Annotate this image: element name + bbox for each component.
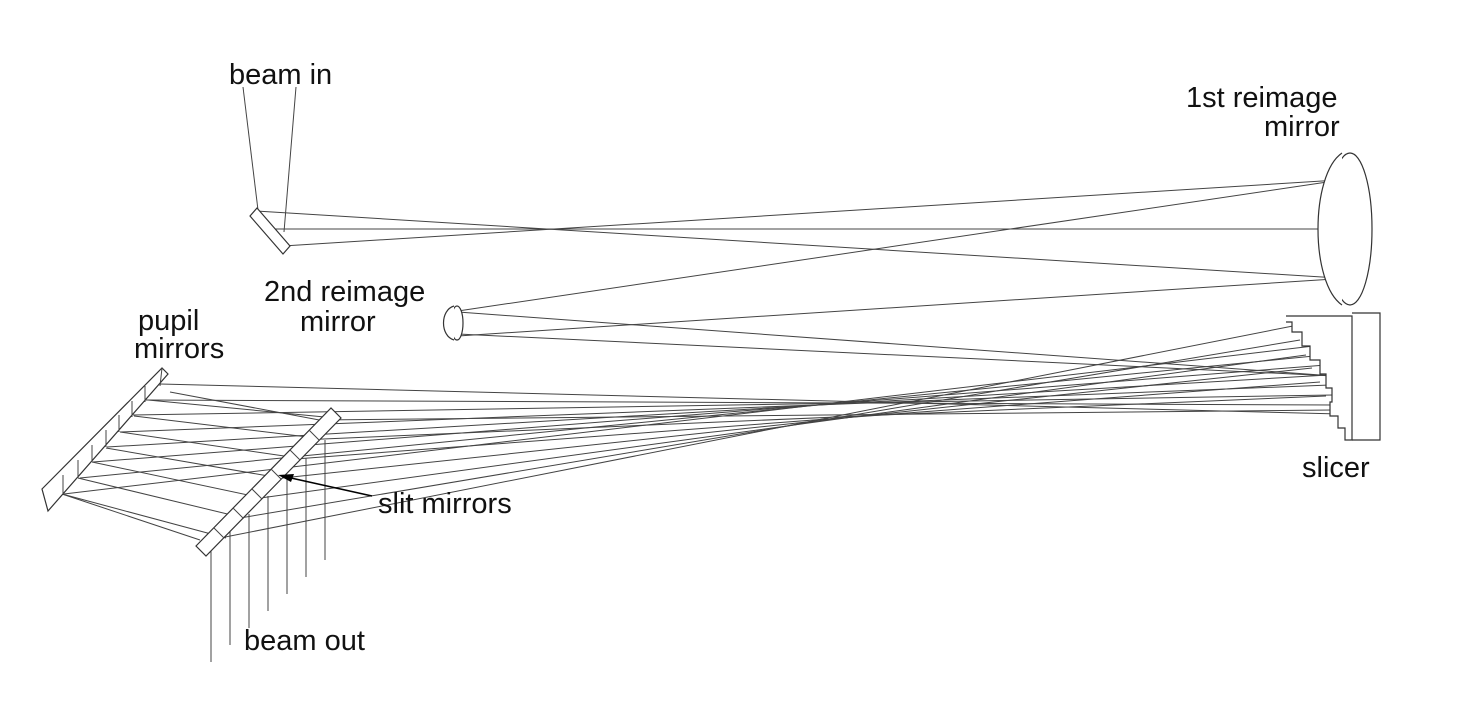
slit-to-pupil-ray-1: [147, 399, 336, 419]
slit-to-pupil-ray-3: [119, 431, 299, 459]
beam-in-ray-left: [242, 86, 259, 211]
first-reimage-mirror: [1317, 152, 1373, 306]
m1-to-m2-ray-2: [457, 278, 1335, 337]
pupil-to-slicer-ray-7: [79, 354, 1325, 479]
slicer-to-slit-ray-1: [209, 324, 1299, 541]
label-slit-mirrors: slit mirrors: [378, 488, 512, 520]
pupil-to-slicer-ray-6: [92, 364, 1327, 463]
m2-to-slicer-ray-2: [457, 333, 1335, 377]
slit-mirrors-arrowhead: [278, 474, 294, 482]
label-pupil-line2: mirrors: [134, 333, 224, 365]
slicer-to-slit-ray-7: [317, 409, 1333, 421]
label-beam-in: beam in: [229, 59, 332, 91]
label-second-reimage-line1: 2nd reimage: [264, 276, 425, 308]
optical-components: [41, 152, 1381, 557]
pupil-to-slicer-ray-5: [106, 374, 1329, 448]
label-second-reimage-line2: mirror: [300, 306, 376, 338]
second-reimage-mirror: [442, 305, 464, 341]
label-first-reimage-line1: 1st reimage: [1186, 82, 1338, 114]
pupil-to-slicer-ray-2: [144, 399, 1337, 406]
pupil-to-slicer-ray-8: [63, 344, 1323, 495]
slit-mirrors: [195, 407, 342, 557]
slit-cross-ray-1: [169, 391, 331, 423]
slit-to-pupil-ray-5: [91, 461, 263, 499]
m2-to-slicer-ray-1: [457, 311, 1335, 377]
pupil-to-slicer-ray-4: [119, 384, 1331, 433]
image-slicer: [1286, 312, 1381, 441]
label-slicer: slicer: [1302, 452, 1370, 484]
fold-to-m1-ray-3: [282, 179, 1339, 247]
slit-mirrors-pointer: [281, 475, 373, 497]
m1-to-m2-ray-1: [457, 180, 1335, 312]
pupil-to-slicer-ray-1: [159, 383, 1341, 415]
slit-cross-ray-2: [61, 493, 201, 541]
slicer-to-slit-ray-3: [245, 354, 1307, 501]
slit-to-pupil-ray-7: [61, 493, 227, 539]
label-first-reimage-line2: mirror: [1264, 111, 1340, 143]
slit-to-pupil-ray-4: [105, 447, 281, 479]
slicer-to-slit-ray-2: [227, 339, 1301, 521]
label-beam-out: beam out: [244, 625, 365, 657]
slit-to-pupil-ray-6: [77, 477, 245, 519]
slicer-to-slit-ray-5: [281, 381, 1321, 461]
ray-paths: [61, 86, 1341, 662]
fold-to-m1-ray-1: [255, 210, 1339, 279]
pupil-mirrors: [41, 367, 169, 513]
diagram-labels: beam in 1st reimage mirror 2nd reimage m…: [134, 59, 1370, 657]
slit-to-pupil-ray-2: [133, 415, 317, 439]
label-pupil-line1: pupil: [138, 305, 199, 337]
fold-mirror: [249, 207, 291, 255]
beam-in-ray-right: [283, 86, 297, 233]
